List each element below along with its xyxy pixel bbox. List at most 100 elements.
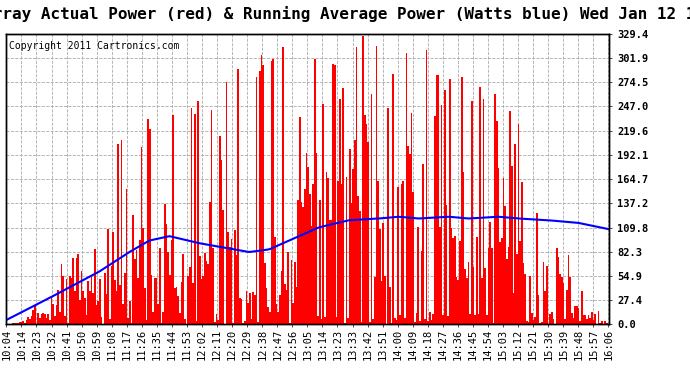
Bar — [606, 323, 608, 324]
Bar — [286, 290, 287, 324]
Bar — [456, 278, 457, 324]
Bar — [246, 291, 247, 324]
Bar — [469, 314, 471, 324]
Text: East Array Actual Power (red) & Running Average Power (Watts blue) Wed Jan 12 16: East Array Actual Power (red) & Running … — [0, 6, 690, 22]
Bar — [119, 285, 121, 324]
Bar — [397, 187, 399, 324]
Bar — [482, 99, 484, 324]
Bar — [296, 286, 297, 324]
Bar — [497, 168, 499, 324]
Bar — [396, 320, 397, 324]
Bar — [561, 277, 562, 324]
Bar — [379, 229, 381, 324]
Bar — [57, 290, 59, 324]
Bar — [222, 210, 224, 324]
Bar — [62, 276, 64, 324]
Bar — [391, 322, 393, 324]
Bar — [442, 315, 444, 324]
Bar — [416, 313, 417, 324]
Bar — [297, 200, 299, 324]
Bar — [434, 116, 436, 324]
Bar — [601, 321, 602, 324]
Bar — [404, 318, 406, 324]
Bar — [49, 320, 50, 324]
Bar — [564, 319, 566, 324]
Bar — [137, 278, 139, 324]
Bar — [149, 129, 150, 324]
Bar — [376, 46, 377, 324]
Bar — [253, 292, 254, 324]
Bar — [16, 323, 17, 324]
Bar — [576, 306, 578, 324]
Bar — [121, 141, 122, 324]
Bar — [331, 220, 333, 324]
Bar — [130, 323, 132, 324]
Bar — [316, 153, 317, 324]
Bar — [526, 321, 528, 324]
Bar — [401, 184, 402, 324]
Bar — [413, 192, 414, 324]
Bar — [101, 317, 102, 324]
Bar — [584, 315, 586, 324]
Bar — [324, 317, 326, 324]
Bar — [61, 264, 62, 324]
Bar — [39, 318, 41, 324]
Text: Copyright 2011 Cartronics.com: Copyright 2011 Cartronics.com — [8, 41, 179, 51]
Bar — [317, 316, 319, 324]
Bar — [534, 317, 536, 324]
Bar — [486, 315, 488, 324]
Bar — [274, 237, 276, 324]
Bar — [167, 252, 169, 324]
Bar — [159, 248, 161, 324]
Bar — [488, 248, 489, 324]
Bar — [226, 82, 227, 324]
Bar — [399, 315, 401, 324]
Bar — [241, 299, 242, 324]
Bar — [354, 140, 356, 324]
Bar — [546, 266, 548, 324]
Bar — [259, 71, 261, 324]
Bar — [484, 268, 486, 324]
Bar — [538, 295, 539, 324]
Bar — [356, 46, 357, 324]
Bar — [393, 74, 394, 324]
Bar — [213, 248, 214, 324]
Bar — [221, 160, 222, 324]
Bar — [74, 291, 76, 324]
Bar — [182, 254, 184, 324]
Bar — [301, 202, 302, 324]
Bar — [513, 292, 514, 324]
Bar — [174, 288, 176, 324]
Bar — [30, 316, 32, 324]
Bar — [342, 88, 344, 324]
Bar — [464, 269, 466, 324]
Bar — [267, 307, 269, 324]
Bar — [402, 181, 404, 324]
Bar — [362, 36, 364, 324]
Bar — [26, 320, 27, 324]
Bar — [134, 260, 136, 324]
Bar — [189, 267, 190, 324]
Bar — [293, 303, 294, 324]
Bar — [529, 276, 531, 324]
Bar — [506, 259, 508, 324]
Bar — [86, 315, 87, 324]
Bar — [368, 142, 369, 324]
Bar — [353, 169, 354, 324]
Bar — [122, 304, 124, 324]
Bar — [96, 305, 97, 324]
Bar — [154, 278, 156, 324]
Bar — [64, 316, 66, 324]
Bar — [126, 189, 127, 324]
Bar — [277, 312, 279, 324]
Bar — [276, 304, 277, 324]
Bar — [531, 313, 533, 324]
Bar — [124, 273, 126, 324]
Bar — [344, 322, 346, 324]
Bar — [169, 275, 170, 324]
Bar — [414, 322, 416, 324]
Bar — [44, 314, 46, 324]
Bar — [471, 101, 473, 324]
Bar — [394, 318, 396, 324]
Bar — [193, 283, 194, 324]
